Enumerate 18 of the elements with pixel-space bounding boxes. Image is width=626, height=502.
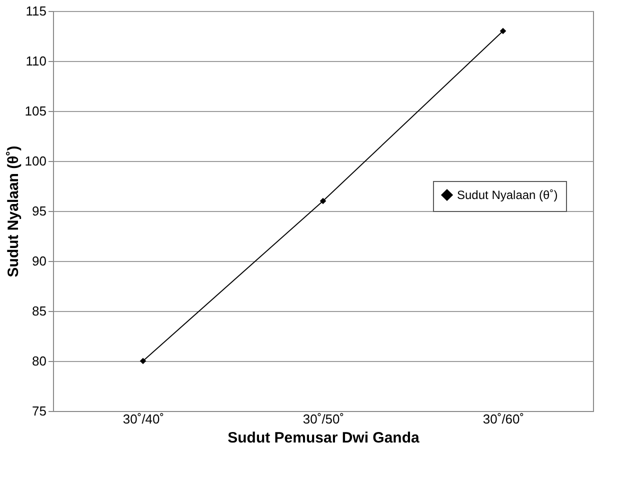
y-tick-label: 95 <box>32 204 46 218</box>
point <box>320 198 326 204</box>
y-tick-label: 115 <box>26 4 46 18</box>
y-axis-title: Sudut Nyalaan (θ˚) <box>4 146 22 278</box>
point <box>140 358 146 364</box>
y-tick-label: 100 <box>24 154 46 168</box>
x-axis-title: Sudut Pemusar Dwi Ganda <box>228 430 420 446</box>
y-tick-label: 85 <box>32 304 46 318</box>
x-tick-label: 30˚/40˚ <box>122 412 164 426</box>
y-tick-label: 110 <box>26 54 46 68</box>
y-tick-label: 90 <box>32 254 46 268</box>
y-tick-label: 75 <box>32 404 46 418</box>
y-tick-label: 105 <box>24 104 46 118</box>
y-tick-label: 80 <box>32 354 46 368</box>
x-tick-label: 30˚/50˚ <box>302 412 344 426</box>
legend-label: Sudut Nyalaan (θ˚) <box>457 188 558 202</box>
x-tick-label: 30˚/60˚ <box>482 412 524 426</box>
point <box>500 28 506 34</box>
